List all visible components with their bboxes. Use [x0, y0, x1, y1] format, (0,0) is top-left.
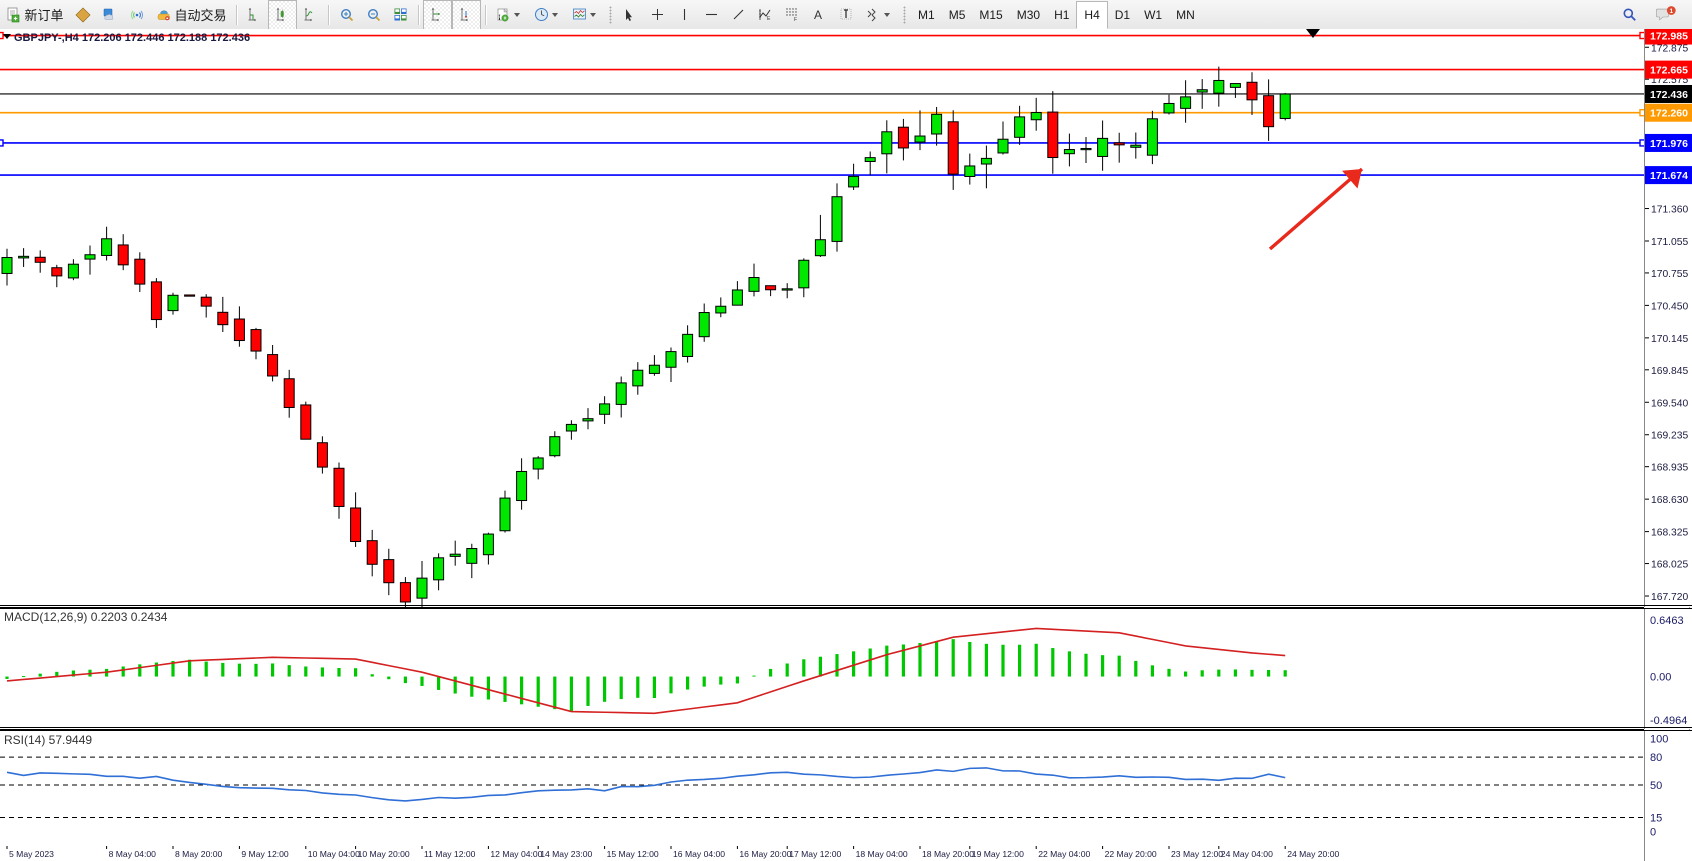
svg-text:1: 1 [1669, 7, 1673, 14]
svg-text:E: E [767, 16, 771, 22]
svg-text:16 May 20:00: 16 May 20:00 [739, 849, 791, 859]
svg-text:-0.4964: -0.4964 [1650, 715, 1687, 727]
svg-text:8 May 20:00: 8 May 20:00 [175, 849, 223, 859]
svg-text:0.6463: 0.6463 [1650, 615, 1684, 627]
svg-text:RSI(14) 57.9449: RSI(14) 57.9449 [4, 733, 92, 747]
svg-text:171.055: 171.055 [1651, 237, 1688, 248]
svg-text:18 May 04:00: 18 May 04:00 [856, 849, 908, 859]
svg-text:168.025: 168.025 [1651, 560, 1688, 571]
svg-text:168.630: 168.630 [1651, 495, 1688, 506]
svg-text:23 May 12:00: 23 May 12:00 [1171, 849, 1223, 859]
svg-text:172.985: 172.985 [1650, 31, 1688, 43]
svg-text:19 May 12:00: 19 May 12:00 [972, 849, 1024, 859]
svg-text:171.360: 171.360 [1651, 205, 1688, 216]
svg-text:168.935: 168.935 [1651, 463, 1688, 474]
svg-text:172.665: 172.665 [1650, 65, 1688, 77]
svg-text:16 May 04:00: 16 May 04:00 [673, 849, 725, 859]
svg-text:167.720: 167.720 [1651, 592, 1688, 603]
svg-text:24 May 04:00: 24 May 04:00 [1221, 849, 1273, 859]
svg-text:0: 0 [1650, 827, 1656, 839]
svg-text:169.235: 169.235 [1651, 431, 1688, 442]
svg-text:MACD(12,26,9) 0.2203 0.2434: MACD(12,26,9) 0.2203 0.2434 [4, 610, 168, 624]
svg-text:22 May 04:00: 22 May 04:00 [1038, 849, 1090, 859]
svg-text:10 May 04:00: 10 May 04:00 [308, 849, 360, 859]
svg-text:172.436: 172.436 [1650, 89, 1688, 101]
svg-text:22 May 20:00: 22 May 20:00 [1105, 849, 1157, 859]
svg-text:169.540: 169.540 [1651, 398, 1688, 409]
svg-text:100: 100 [1650, 734, 1668, 746]
svg-text:171.976: 171.976 [1650, 138, 1688, 150]
svg-text:0.00: 0.00 [1650, 672, 1671, 684]
svg-text:170.755: 170.755 [1651, 269, 1688, 280]
svg-text:11 May 12:00: 11 May 12:00 [424, 849, 476, 859]
svg-text:24 May 20:00: 24 May 20:00 [1287, 849, 1339, 859]
svg-text:80: 80 [1650, 752, 1662, 764]
svg-text:170.145: 170.145 [1651, 334, 1688, 345]
svg-text:172.260: 172.260 [1650, 108, 1688, 120]
svg-text:14 May 23:00: 14 May 23:00 [540, 849, 592, 859]
svg-text:9 May 12:00: 9 May 12:00 [241, 849, 289, 859]
svg-text:169.845: 169.845 [1651, 366, 1688, 377]
svg-text:15 May 12:00: 15 May 12:00 [607, 849, 659, 859]
svg-text:172.875: 172.875 [1651, 43, 1688, 54]
svg-text:18 May 20:00: 18 May 20:00 [922, 849, 974, 859]
svg-text:A: A [814, 8, 822, 22]
svg-text:171.674: 171.674 [1650, 170, 1688, 182]
svg-text:12 May 04:00: 12 May 04:00 [490, 849, 542, 859]
svg-text:15: 15 [1650, 813, 1662, 825]
svg-text:17 May 12:00: 17 May 12:00 [789, 849, 841, 859]
svg-text:50: 50 [1650, 780, 1662, 792]
svg-text:8 May 04:00: 8 May 04:00 [109, 849, 157, 859]
svg-text:5 May 2023: 5 May 2023 [9, 849, 54, 859]
svg-text:168.325: 168.325 [1651, 528, 1688, 539]
svg-text:10 May 20:00: 10 May 20:00 [358, 849, 410, 859]
svg-text:F: F [794, 17, 797, 23]
svg-text:170.450: 170.450 [1651, 301, 1688, 312]
